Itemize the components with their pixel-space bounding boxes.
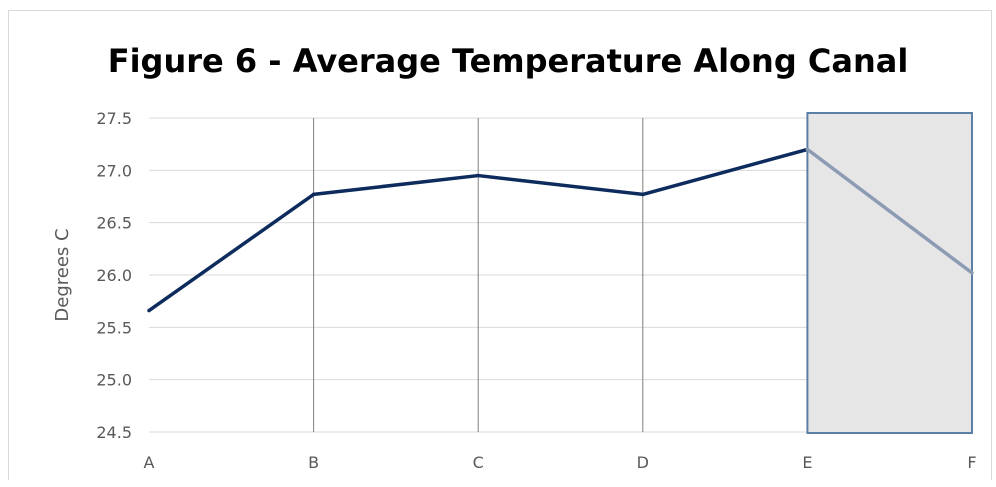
x-tick-label: B xyxy=(308,453,319,472)
y-axis-title: Degrees C xyxy=(52,228,73,321)
series-line-segment xyxy=(805,147,974,275)
y-tick-label: 25.0 xyxy=(96,371,132,390)
x-tick-label: A xyxy=(144,453,155,472)
y-tick-layer: 24.5 25.0 25.5 26.0 26.5 27.0 27.5 xyxy=(96,109,132,442)
highlight-region xyxy=(806,112,974,434)
x-tick-label: C xyxy=(473,453,484,472)
y-tick-label: 27.0 xyxy=(96,161,132,180)
x-tick-label: F xyxy=(967,453,976,472)
y-tick-label: 24.5 xyxy=(96,423,132,442)
series-line-segment xyxy=(147,192,316,313)
y-tick-label: 26.0 xyxy=(96,266,132,285)
x-tick-layer: A B C D E F xyxy=(144,453,977,472)
y-tick-label: 25.5 xyxy=(96,318,132,337)
series-layer xyxy=(147,147,974,313)
y-tick-label: 27.5 xyxy=(96,109,132,128)
highlight-layer xyxy=(806,112,974,434)
x-tick-label: E xyxy=(802,453,812,472)
x-tick-label: D xyxy=(637,453,649,472)
series-line-segment xyxy=(476,173,645,197)
series-line-segment xyxy=(311,173,480,197)
chart-frame xyxy=(8,10,992,480)
series-line-segment xyxy=(641,147,810,197)
y-tick-label: 26.5 xyxy=(96,214,132,233)
chart-title: Figure 6 - Average Temperature Along Can… xyxy=(108,42,909,80)
